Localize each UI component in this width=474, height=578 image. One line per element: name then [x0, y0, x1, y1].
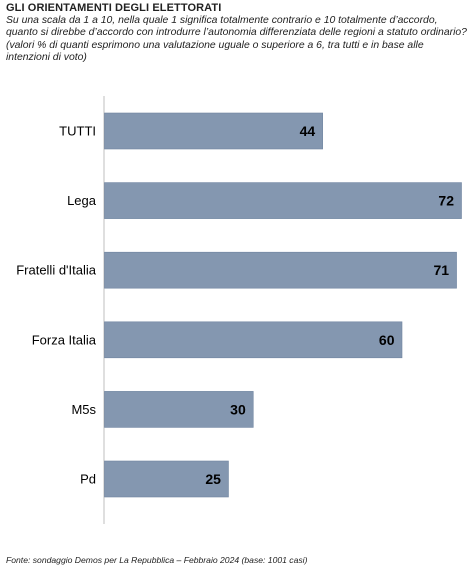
bar: [104, 460, 229, 498]
bar-chart: TUTTI 44 Lega 72 Fratelli d'Italia 71 Forza It…: [16, 96, 462, 524]
category-label: Forza Italia: [32, 332, 97, 347]
value-label: 60: [379, 332, 395, 348]
chart-subtitle: Su una scala da 1 a 10, nella quale 1 si…: [6, 15, 467, 64]
bar: [104, 182, 462, 219]
value-label: 44: [300, 123, 316, 139]
category-label: Lega: [67, 193, 97, 208]
chart-title: GLI ORIENTAMENTI DEGLI ELETTORATI: [6, 2, 222, 14]
source-note: Fonte: sondaggio Demos per La Repubblica…: [6, 555, 308, 565]
value-label: 71: [433, 262, 449, 278]
category-label: TUTTI: [59, 124, 96, 139]
value-label: 72: [438, 193, 454, 209]
category-label: Pd: [80, 472, 96, 487]
bar: [104, 391, 254, 428]
value-label: 30: [230, 401, 246, 417]
bars-group: TUTTI 44 Lega 72 Fratelli d'Italia 71 Forza It…: [16, 112, 462, 498]
bar: [104, 321, 403, 359]
value-label: 25: [205, 471, 221, 487]
chart-header: GLI ORIENTAMENTI DEGLI ELETTORATI Su una…: [6, 2, 470, 65]
bar: [104, 251, 457, 289]
category-label: Fratelli d'Italia: [16, 263, 97, 278]
bar: [104, 112, 323, 150]
category-label: M5s: [71, 402, 96, 417]
